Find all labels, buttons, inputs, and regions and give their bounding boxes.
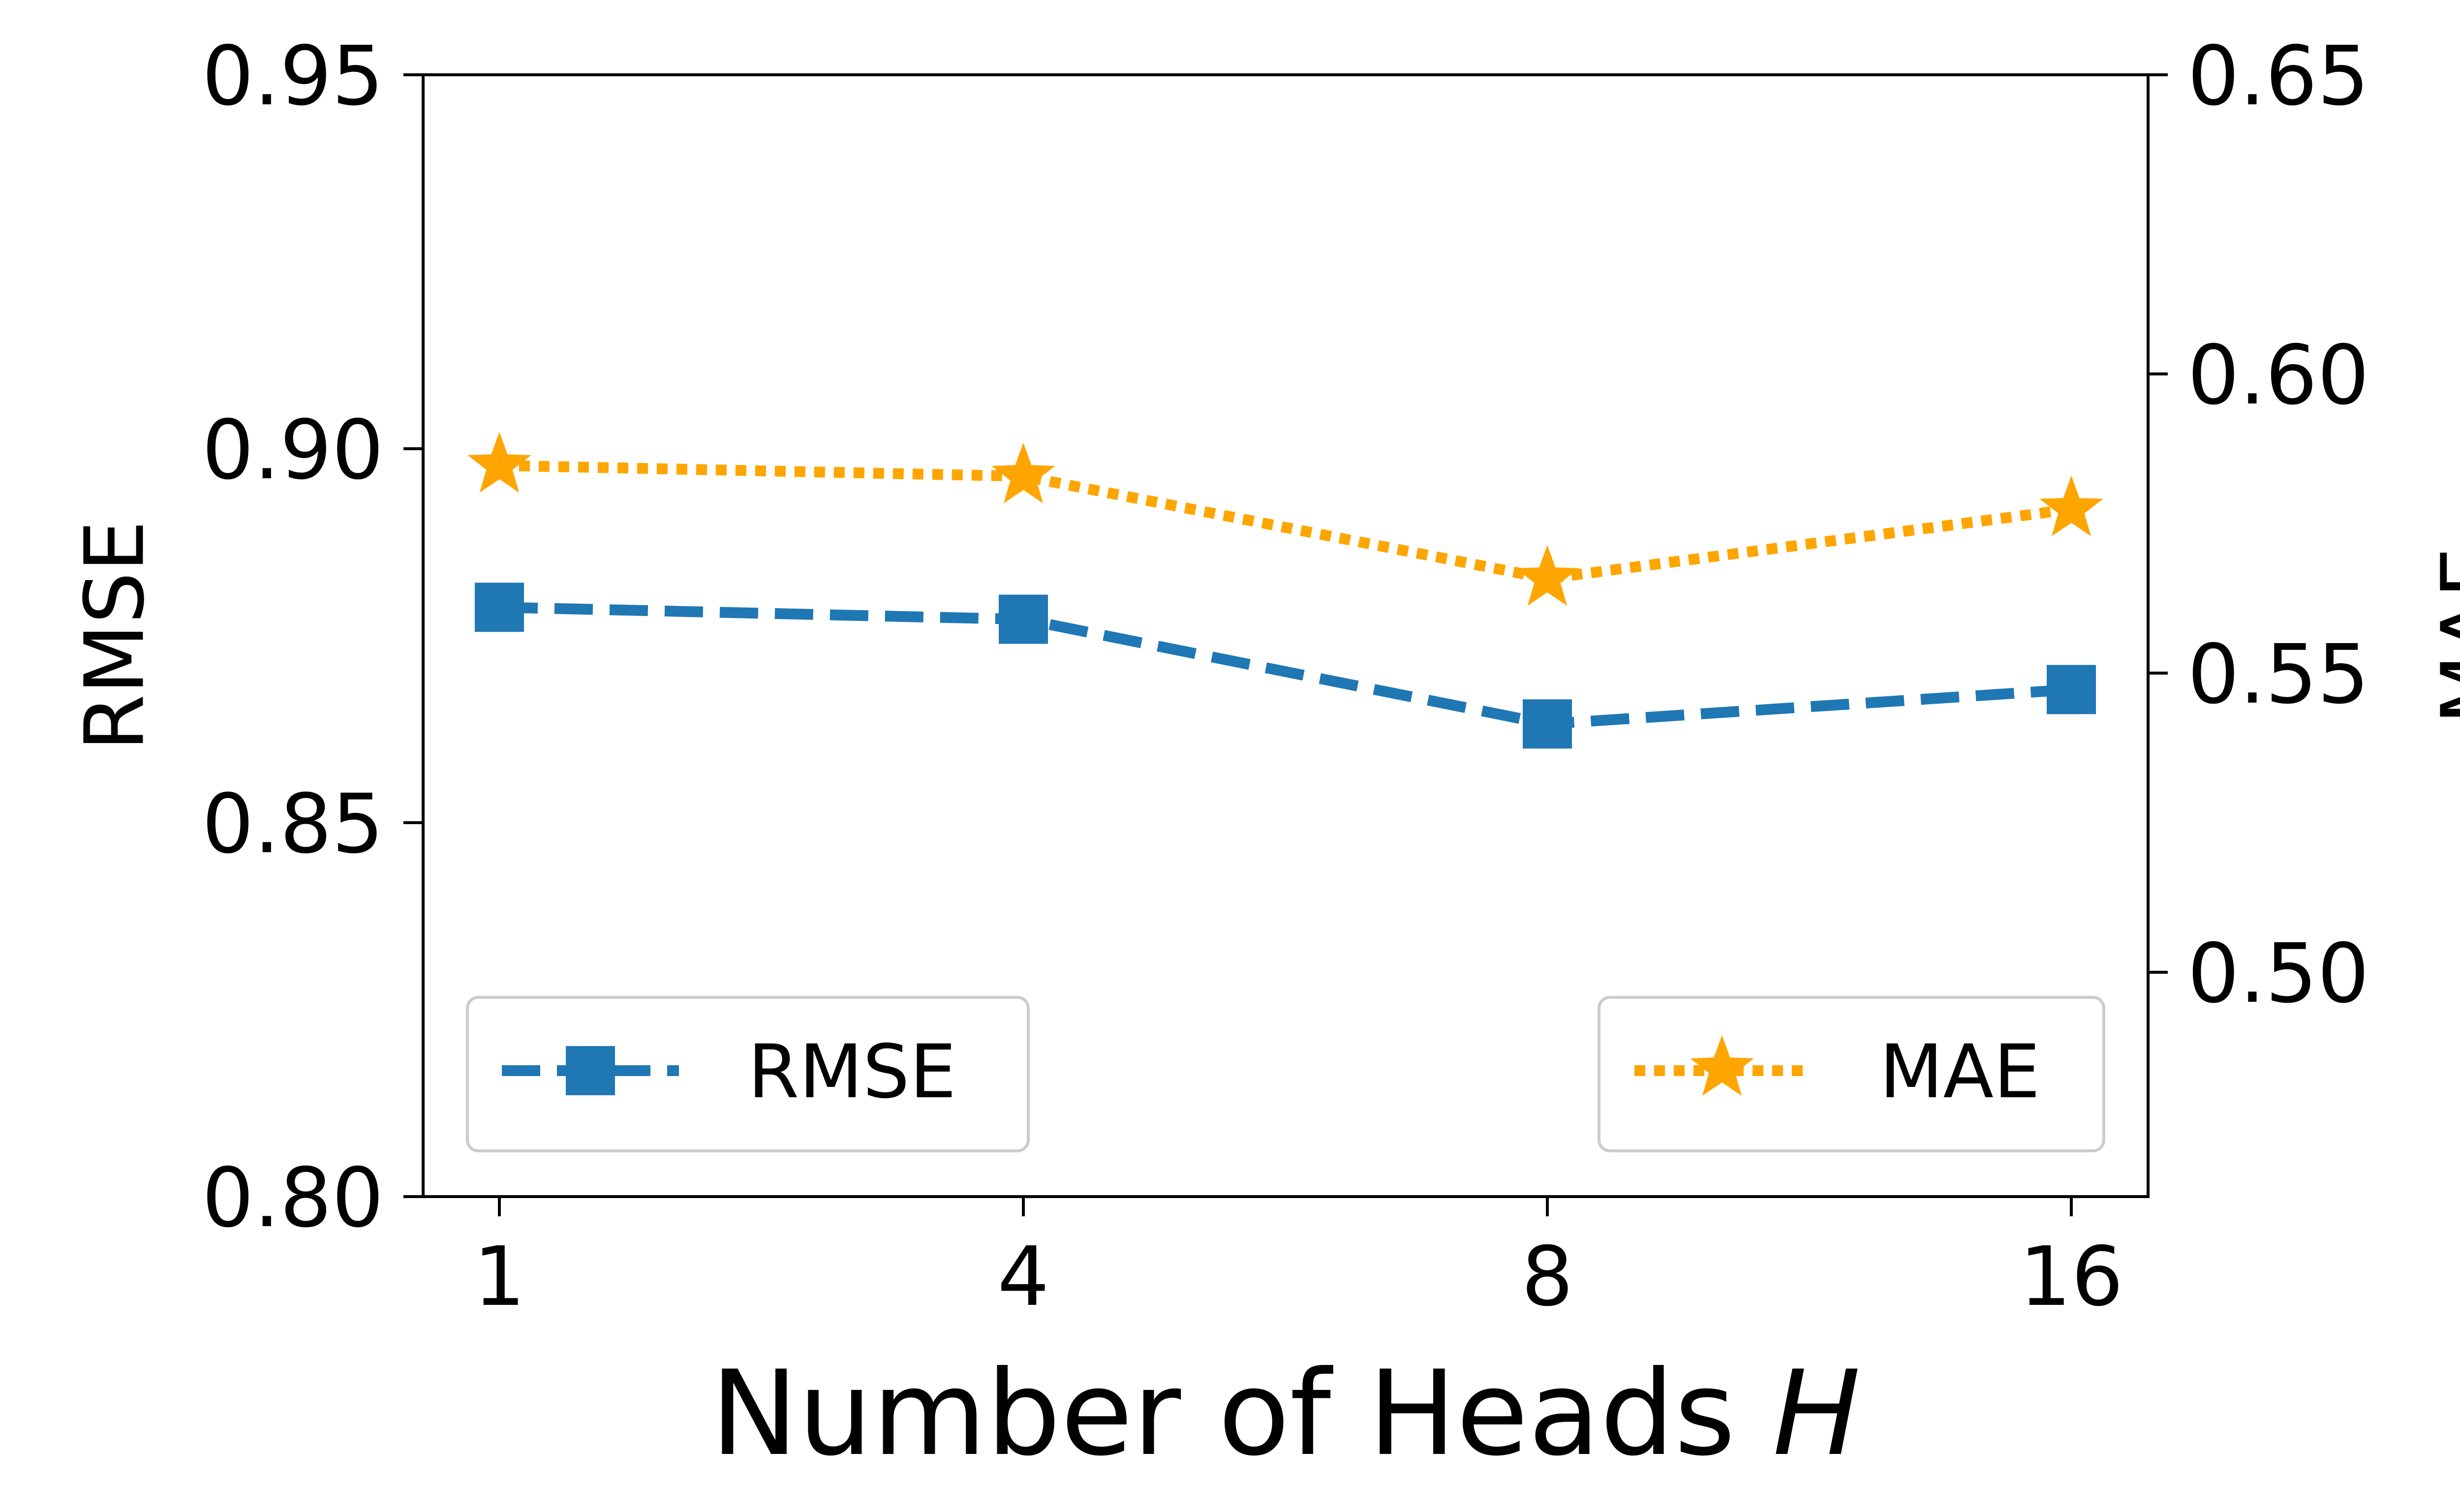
point-mae-4 (991, 442, 1055, 503)
legend-rmse-label: RMSE (748, 1029, 956, 1115)
plot-frame (422, 73, 2150, 1198)
point-rmse-1 (475, 583, 524, 632)
y-axis-title-right: MAE (2424, 547, 2460, 725)
legend-rmse-frame (466, 996, 1030, 1152)
y-left-tick-label-0.95: 0.95 (202, 29, 384, 124)
series-line-mae (499, 460, 2072, 585)
point-mae-16 (2039, 475, 2103, 536)
legend-mae-frame (1598, 996, 2105, 1152)
x-axis-title-variable: H (1773, 1346, 1861, 1482)
point-rmse-8 (1523, 699, 1572, 749)
point-rmse-16 (2047, 665, 2096, 714)
legend-mae-marker (1690, 1035, 1754, 1096)
x-tick-label-4: 4 (997, 1230, 1049, 1325)
x-tick-label-1: 1 (473, 1230, 525, 1325)
legend-mae-label: MAE (1879, 1029, 2040, 1115)
y-right-tick-label-0.65: 0.65 (2187, 29, 2369, 124)
y-right-tick-label-0.55: 0.55 (2187, 627, 2369, 722)
point-mae-8 (1515, 545, 1579, 606)
y-left-tick-label-0.90: 0.90 (202, 403, 384, 498)
y-left-tick-label-0.85: 0.85 (202, 777, 384, 872)
x-axis-title: Number of Heads H (710, 1346, 1861, 1482)
legend-mae: MAE (1598, 996, 2105, 1152)
y-right-tick-label-0.50: 0.50 (2187, 926, 2369, 1021)
x-tick-label-8: 8 (1521, 1230, 1573, 1325)
legend-rmse-marker (566, 1046, 615, 1095)
x-tick-label-16: 16 (2019, 1230, 2123, 1325)
legend-rmse: RMSE (466, 996, 1030, 1152)
y-axis-title-left: RMSE (67, 521, 162, 751)
y-left-tick-label-0.80: 0.80 (202, 1151, 384, 1246)
x-axis-title-prefix: Number of Heads (710, 1346, 1773, 1482)
point-mae-1 (467, 432, 531, 493)
y-right-tick-label-0.60: 0.60 (2187, 328, 2369, 423)
point-rmse-4 (999, 594, 1048, 644)
series-line-rmse (499, 602, 2072, 730)
